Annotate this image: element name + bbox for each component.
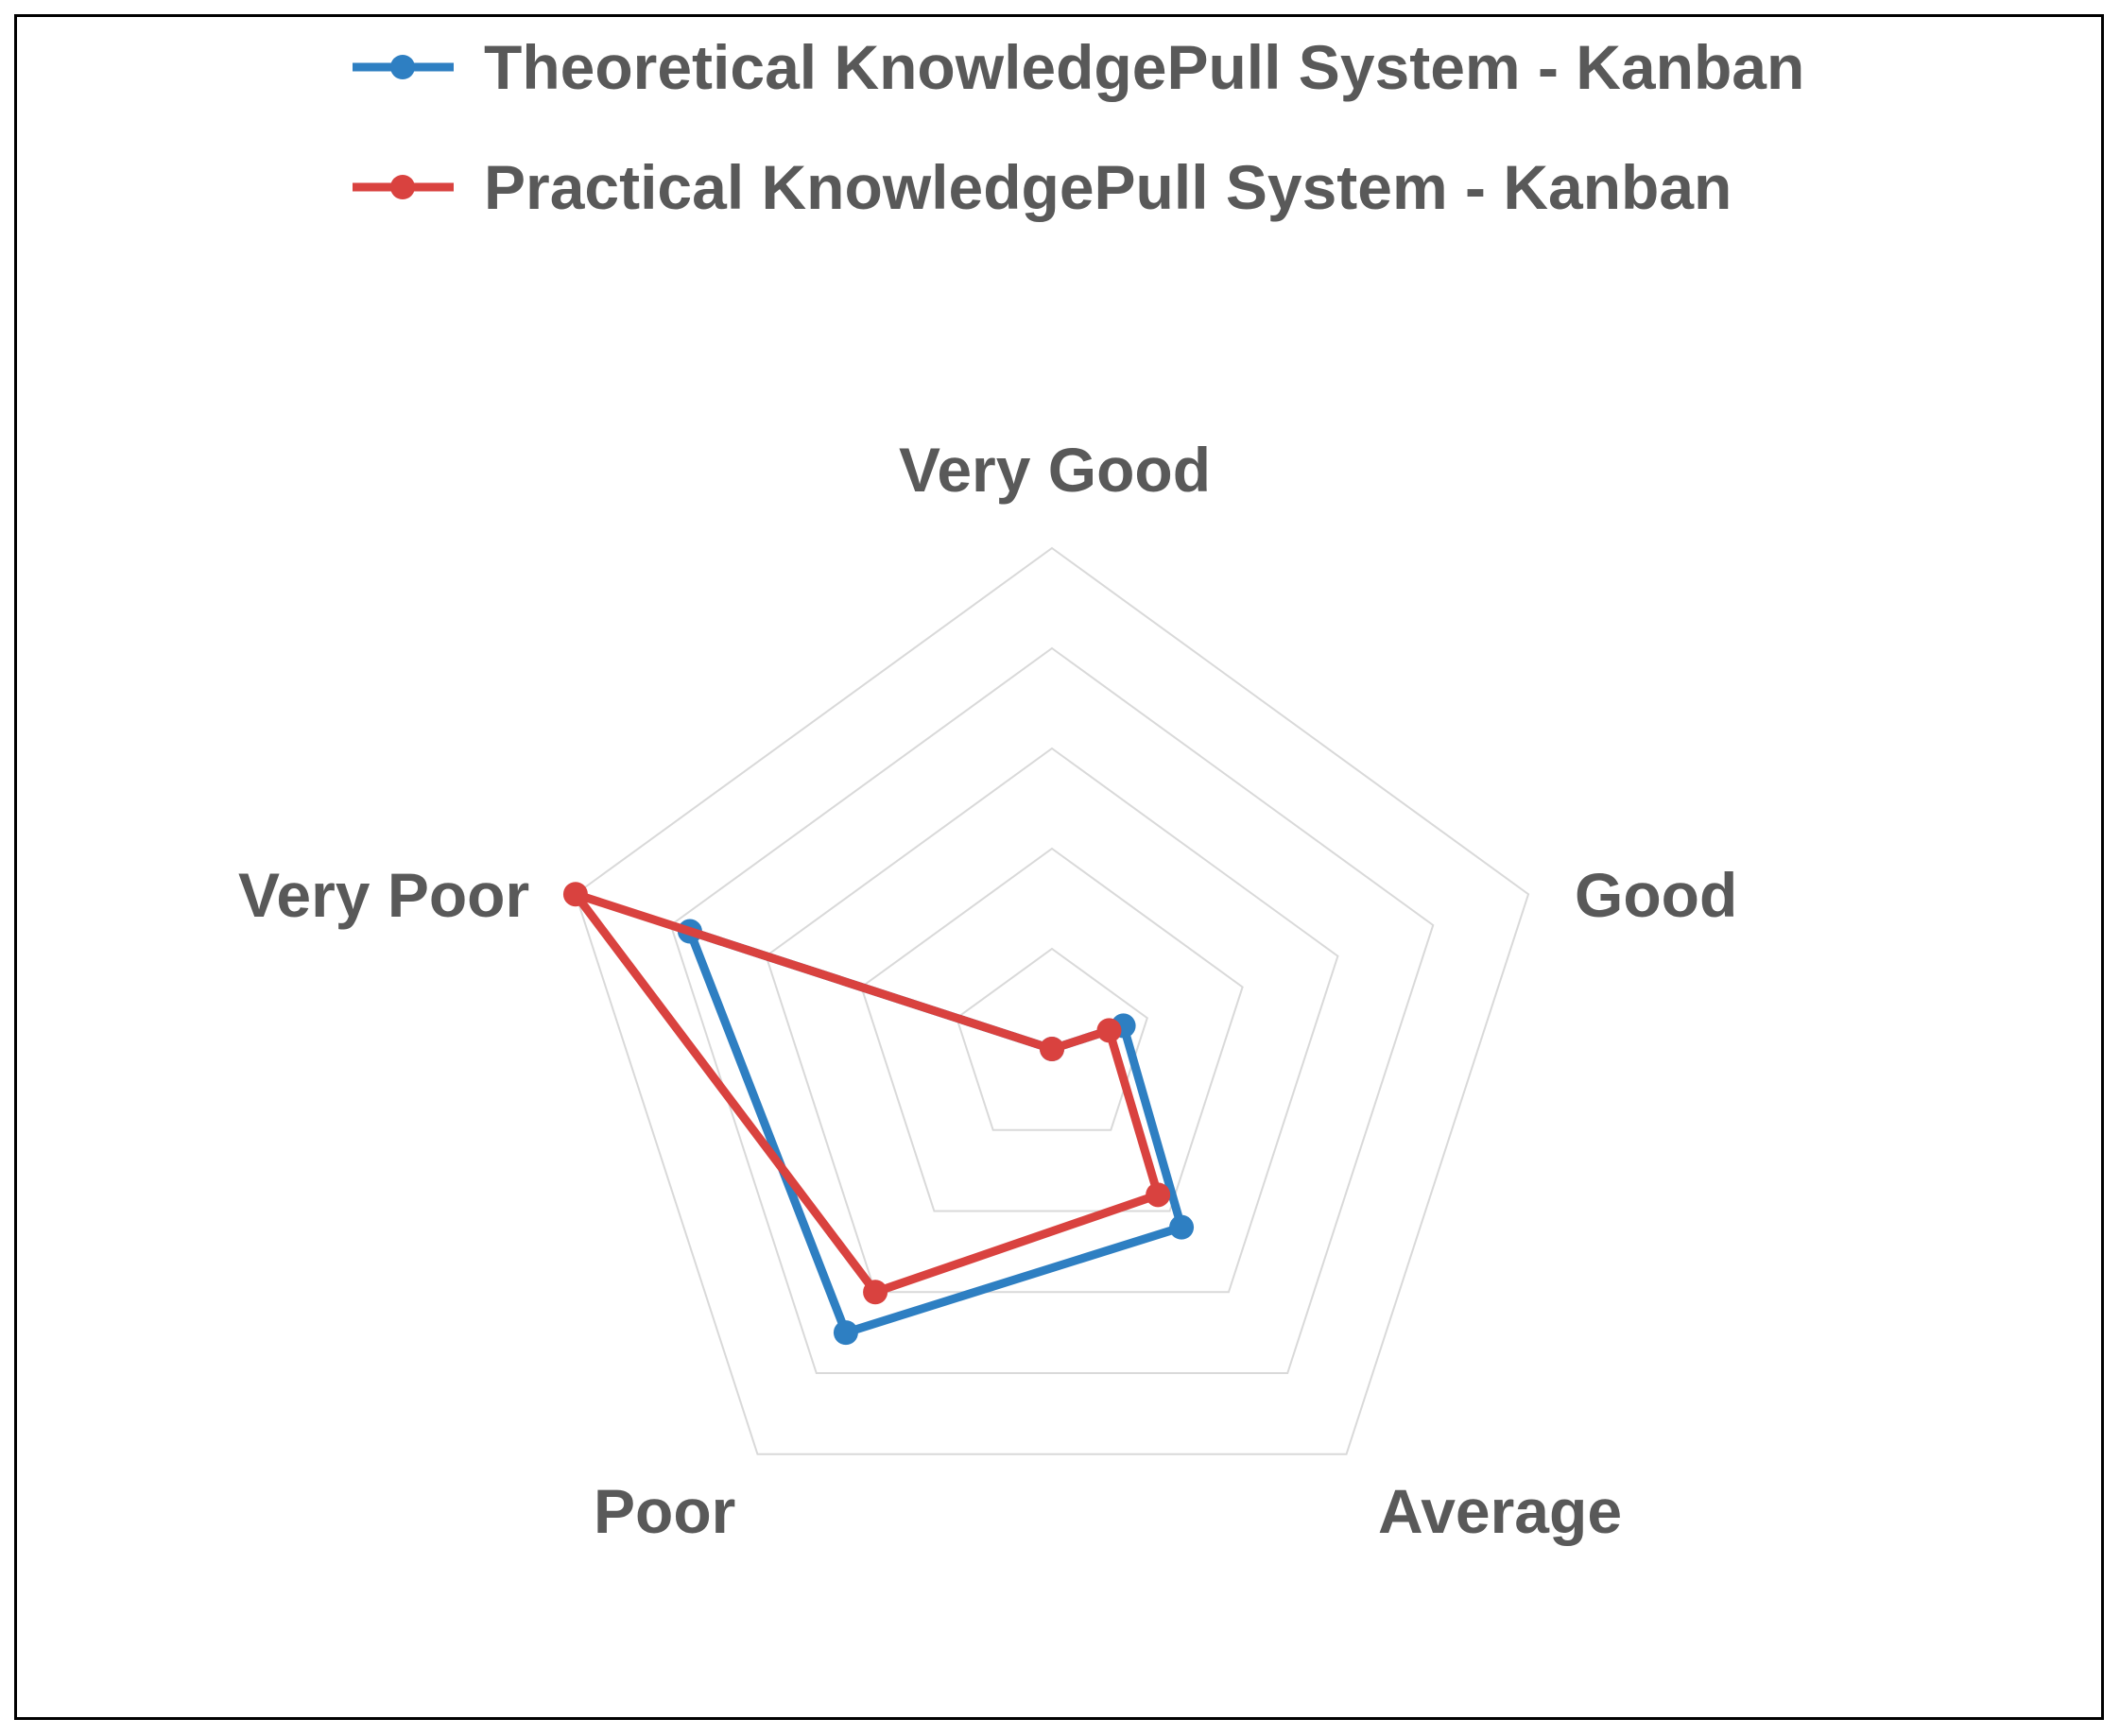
data-point-2-5 — [562, 882, 588, 907]
axis-label-very-poor: Very Poor — [238, 860, 529, 930]
data-point-1-4 — [833, 1320, 858, 1346]
axis-label-good: Good — [1575, 860, 1737, 930]
grid-ring-3 — [765, 747, 1339, 1294]
series-line-2 — [571, 889, 1163, 1297]
grid-ring-5 — [574, 546, 1530, 1455]
grid-ring-4 — [669, 646, 1435, 1375]
axis-label-very-good: Very Good — [899, 435, 1211, 505]
chart-frame — [14, 14, 2104, 1720]
data-point-2-2 — [1096, 1018, 1122, 1043]
data-point-2-4 — [863, 1280, 888, 1305]
series-layer — [562, 882, 1195, 1346]
axis-labels: Very Good Good Average Poor Very Poor — [238, 435, 1737, 1546]
grid-ring-2 — [860, 847, 1244, 1212]
legend-label: Theoretical KnowledgePull System - Kanba… — [484, 32, 1804, 102]
legend-item-2: Practical KnowledgePull System - Kanban — [353, 152, 1732, 222]
series-2 — [562, 882, 1171, 1305]
data-point-2-3 — [1146, 1182, 1171, 1208]
data-point-1-3 — [1169, 1214, 1195, 1240]
legend-swatch-marker — [390, 55, 415, 79]
axis-label-poor: Poor — [594, 1476, 735, 1546]
data-point-2-1 — [1040, 1037, 1064, 1061]
radar-grid — [574, 546, 1530, 1455]
legend-label: Practical KnowledgePull System - Kanban — [484, 152, 1732, 222]
legend-swatch-marker — [390, 175, 415, 199]
axis-label-average: Average — [1378, 1476, 1622, 1546]
legend: Theoretical KnowledgePull System - Kanba… — [353, 32, 1804, 222]
legend-item-1: Theoretical KnowledgePull System - Kanba… — [353, 32, 1804, 102]
grid-ring-1 — [956, 947, 1148, 1131]
